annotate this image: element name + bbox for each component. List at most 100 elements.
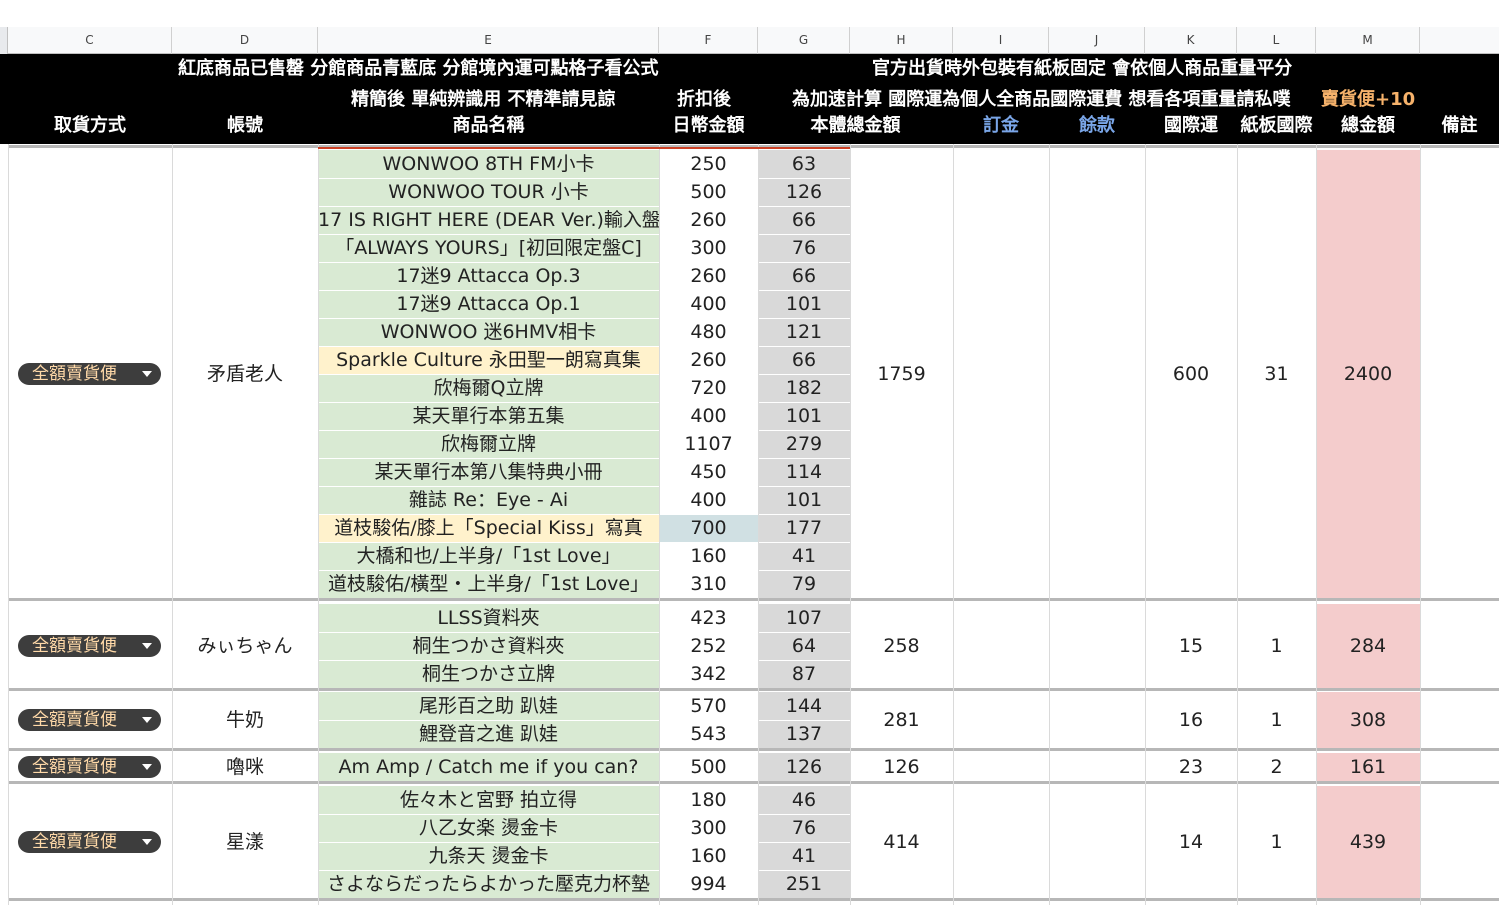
balance-cell[interactable] [1049, 692, 1145, 748]
base-total-cell[interactable]: 258 [883, 635, 920, 657]
jpy-amount-cell[interactable]: 570 [690, 695, 727, 717]
twd-amount-cell[interactable]: 137 [785, 723, 823, 745]
board-shipping-cell[interactable]: 1 [1270, 831, 1283, 853]
item-name-cell[interactable]: 17 IS RIGHT HERE (DEAR Ver.)輸入盤 [318, 206, 659, 234]
item-name-cell[interactable]: 九条天 燙金卡 [318, 842, 659, 870]
base-total-cell[interactable]: 281 [883, 709, 920, 731]
deposit-cell[interactable] [953, 150, 1049, 598]
balance-cell[interactable] [1049, 753, 1145, 781]
item-name-cell[interactable]: 某天單行本第五集 [318, 402, 659, 430]
sum-cell[interactable]: 439 [1349, 831, 1387, 853]
pickup-method-dropdown[interactable]: 全額賣貨便 [18, 363, 161, 385]
column-letter-h[interactable]: H [850, 27, 953, 54]
jpy-amount-cell[interactable]: 500 [690, 756, 727, 778]
column-letter-c[interactable]: C [8, 27, 172, 54]
jpy-amount-cell[interactable]: 160 [690, 545, 727, 567]
note-cell[interactable] [1420, 753, 1499, 781]
column-letter-e[interactable]: E [318, 27, 659, 54]
item-name-cell[interactable]: 鯉登音之進 趴娃 [318, 720, 659, 748]
base-total-cell[interactable]: 1759 [877, 363, 926, 385]
account-cell[interactable]: みぃちゃん [197, 635, 293, 657]
jpy-amount-cell[interactable]: 300 [690, 237, 727, 259]
deposit-cell[interactable] [953, 753, 1049, 781]
intl-shipping-cell[interactable]: 15 [1178, 635, 1204, 657]
jpy-amount-cell[interactable]: 400 [690, 293, 727, 315]
base-total-cell[interactable]: 126 [883, 756, 920, 778]
board-shipping-cell[interactable]: 1 [1270, 635, 1283, 657]
jpy-amount-cell[interactable]: 423 [690, 607, 727, 629]
jpy-amount-cell[interactable]: 400 [690, 405, 727, 427]
twd-amount-cell[interactable]: 121 [785, 321, 823, 343]
board-shipping-cell[interactable]: 1 [1270, 709, 1283, 731]
deposit-cell[interactable] [953, 786, 1049, 898]
balance-cell[interactable] [1049, 786, 1145, 898]
item-name-cell[interactable]: 大橋和也/上半身/「1st Love」 [318, 542, 659, 570]
column-letter-d[interactable]: D [172, 27, 318, 54]
note-cell[interactable] [1420, 604, 1499, 688]
item-name-cell[interactable]: Am Amp / Catch me if you can? [318, 753, 659, 781]
column-letter-g[interactable]: G [758, 27, 850, 54]
item-name-cell[interactable]: さよならだったらよかった壓克力杯墊 [318, 870, 659, 898]
twd-amount-cell[interactable]: 76 [791, 237, 817, 259]
intl-shipping-cell[interactable]: 14 [1178, 831, 1204, 853]
twd-amount-cell[interactable]: 101 [785, 405, 823, 427]
jpy-amount-cell[interactable]: 250 [690, 153, 727, 175]
note-cell[interactable] [1420, 150, 1499, 598]
item-name-cell[interactable]: 桐生つかさ立牌 [318, 660, 659, 688]
twd-amount-cell[interactable]: 64 [791, 635, 817, 657]
board-shipping-cell[interactable]: 2 [1270, 756, 1283, 778]
column-letter-k[interactable]: K [1145, 27, 1237, 54]
item-name-cell[interactable]: 道枝駿佑/橫型・上半身/「1st Love」 [318, 570, 659, 598]
twd-amount-cell[interactable]: 251 [785, 873, 823, 895]
item-name-cell[interactable]: 「ALWAYS YOURS」[初回限定盤C] [318, 234, 659, 262]
intl-shipping-cell[interactable]: 600 [1172, 363, 1210, 385]
item-name-cell[interactable]: 桐生つかさ資料夾 [318, 632, 659, 660]
jpy-amount-cell[interactable]: 700 [659, 514, 758, 542]
jpy-amount-cell[interactable]: 252 [690, 635, 727, 657]
note-cell[interactable] [1420, 692, 1499, 748]
sum-cell[interactable]: 161 [1349, 756, 1387, 778]
jpy-amount-cell[interactable]: 260 [690, 265, 727, 287]
pickup-method-dropdown[interactable]: 全額賣貨便 [18, 635, 161, 657]
item-name-cell[interactable]: 欣梅爾立牌 [318, 430, 659, 458]
sum-cell[interactable]: 308 [1349, 709, 1387, 731]
account-cell[interactable]: 牛奶 [225, 709, 264, 731]
item-name-cell[interactable]: 道枝駿佑/膝上「Special Kiss」寫真 [318, 514, 659, 542]
column-letter-i[interactable]: I [953, 27, 1049, 54]
pickup-method-dropdown[interactable]: 全額賣貨便 [18, 756, 161, 778]
item-name-cell[interactable]: WONWOO 迷6HMV相卡 [318, 318, 659, 346]
column-letter-f[interactable]: F [659, 27, 758, 54]
sum-cell[interactable]: 284 [1349, 635, 1387, 657]
twd-amount-cell[interactable]: 126 [785, 181, 823, 203]
twd-amount-cell[interactable]: 66 [791, 349, 817, 371]
jpy-amount-cell[interactable]: 500 [690, 181, 727, 203]
jpy-amount-cell[interactable]: 450 [690, 461, 727, 483]
jpy-amount-cell[interactable]: 160 [690, 845, 727, 867]
jpy-amount-cell[interactable]: 310 [690, 573, 727, 595]
intl-shipping-cell[interactable]: 23 [1178, 756, 1204, 778]
item-name-cell[interactable]: WONWOO TOUR 小卡 [318, 178, 659, 206]
twd-amount-cell[interactable]: 144 [785, 695, 823, 717]
intl-shipping-cell[interactable]: 16 [1178, 709, 1204, 731]
deposit-cell[interactable] [953, 692, 1049, 748]
jpy-amount-cell[interactable]: 994 [690, 873, 727, 895]
twd-amount-cell[interactable]: 41 [791, 545, 817, 567]
jpy-amount-cell[interactable]: 260 [690, 209, 727, 231]
twd-amount-cell[interactable]: 279 [785, 433, 823, 455]
twd-amount-cell[interactable]: 87 [791, 663, 817, 685]
item-name-cell[interactable]: 佐々木と宮野 拍立得 [318, 786, 659, 814]
twd-amount-cell[interactable]: 126 [785, 756, 823, 778]
jpy-amount-cell[interactable]: 480 [690, 321, 727, 343]
jpy-amount-cell[interactable]: 260 [690, 349, 727, 371]
twd-amount-cell[interactable]: 182 [785, 377, 823, 399]
item-name-cell[interactable]: 某天單行本第八集特典小冊 [318, 458, 659, 486]
twd-amount-cell[interactable]: 66 [791, 209, 817, 231]
twd-amount-cell[interactable]: 46 [791, 789, 817, 811]
sum-cell[interactable]: 2400 [1343, 363, 1393, 385]
twd-amount-cell[interactable]: 101 [785, 293, 823, 315]
twd-amount-cell[interactable]: 101 [785, 489, 823, 511]
balance-cell[interactable] [1049, 150, 1145, 598]
twd-amount-cell[interactable]: 63 [791, 153, 817, 175]
item-name-cell[interactable]: LLSS資料夾 [318, 604, 659, 632]
column-letter-m[interactable]: M [1316, 27, 1420, 54]
